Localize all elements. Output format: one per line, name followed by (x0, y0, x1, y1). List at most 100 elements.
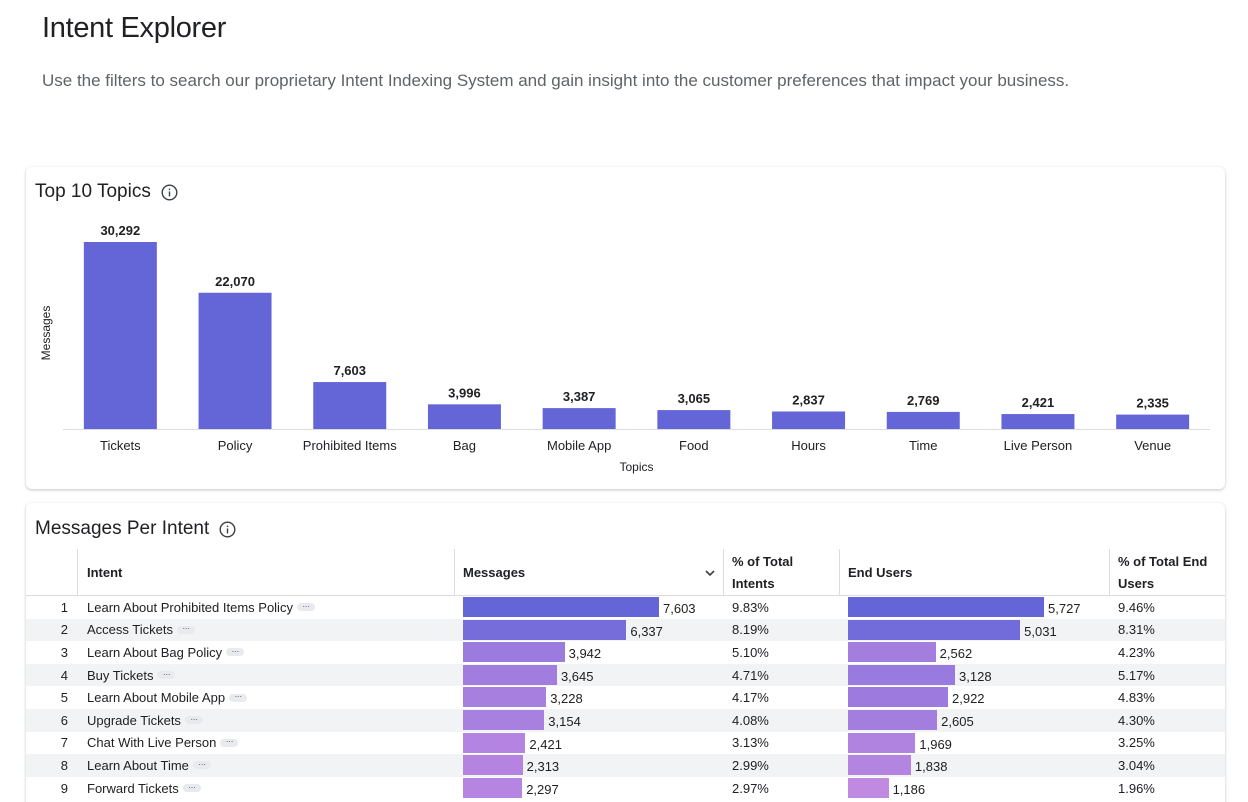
column-divider (723, 549, 724, 596)
x-tick-label: Hours (791, 438, 826, 453)
bar-value-label: 3,387 (563, 389, 596, 404)
messages-value: 2,297 (526, 781, 559, 797)
intent-name: Chat With Live Person (87, 735, 217, 751)
more-options-icon[interactable]: ··· (157, 669, 176, 680)
end-users-bar (848, 664, 956, 685)
pct-total-end-users: 8.31% (1118, 622, 1155, 638)
x-tick-label: Mobile App (547, 438, 611, 453)
intent-cell[interactable]: Upgrade Tickets ··· (87, 709, 203, 732)
messages-bar (463, 777, 523, 798)
intent-cell[interactable]: Learn About Mobile App ··· (87, 686, 248, 709)
column-header-pct-total-end-users[interactable]: % of Total End Users (1118, 549, 1225, 596)
pct-total-end-users: 4.83% (1118, 690, 1155, 706)
bar-value-label: 2,837 (792, 392, 825, 407)
table-row[interactable]: 1 Learn About Prohibited Items Policy ··· 7… (26, 596, 1225, 619)
info-icon[interactable] (161, 183, 178, 201)
end-users-value: 1,838 (914, 759, 948, 775)
bar-1 (198, 292, 272, 429)
more-options-icon[interactable]: ··· (226, 646, 245, 657)
end-users-bar (848, 777, 889, 798)
top-topics-title-text: Top 10 Topics (35, 181, 151, 202)
bar-value-label: 3,996 (448, 385, 481, 400)
table-row[interactable]: 2 Access Tickets ··· 6,337 8.19% 5,031 8.31% (26, 618, 1225, 642)
intent-name: Buy Tickets (87, 667, 154, 683)
intent-cell[interactable]: Learn About Time ··· (87, 754, 211, 777)
intent-cell[interactable]: Learn About Bag Policy ··· (87, 641, 245, 664)
table-header: Intent Messages % of Total Intents End U… (26, 549, 1225, 596)
x-tick-label: Bag (453, 438, 476, 453)
more-options-icon[interactable]: ··· (229, 692, 248, 702)
intent-cell[interactable]: Forward Tickets ··· (87, 777, 201, 800)
page-title: Intent Explorer (42, 12, 227, 44)
more-options-icon[interactable]: ··· (192, 759, 211, 770)
more-options-icon[interactable]: ··· (296, 601, 315, 612)
bar-6 (772, 411, 846, 429)
end-users-bar (848, 687, 948, 708)
pct-total-end-users: 3.04% (1118, 757, 1155, 773)
more-options-icon[interactable]: ··· (176, 624, 195, 634)
pct-total-intents: 4.71% (732, 667, 769, 683)
column-header-end-users[interactable]: End Users (848, 565, 913, 580)
top-topics-title: Top 10 Topics (35, 181, 178, 203)
end-users-value: 2,562 (939, 646, 973, 662)
column-divider (454, 549, 455, 596)
bar-9 (1116, 414, 1190, 429)
bar-3 (427, 404, 501, 429)
column-header-messages[interactable]: Messages (463, 565, 526, 580)
x-tick-label: Venue (1134, 438, 1171, 453)
pct-total-end-users: 3.25% (1118, 735, 1155, 751)
intent-cell[interactable]: Chat With Live Person ··· (87, 732, 239, 755)
top-topics-card: Top 10 Topics 30,292 Tickets 22,070 Policy 7… (26, 167, 1225, 489)
bar-value-label: 22,070 (215, 274, 255, 289)
table-row[interactable]: 9 Forward Tickets ··· 2,297 2.97% 1,186 1.96% (26, 777, 1225, 800)
end-users-bar (848, 619, 1021, 640)
x-tick-label: Tickets (100, 438, 141, 453)
intent-name: Learn About Prohibited Items Policy (87, 599, 293, 615)
row-number: 5 (60, 690, 68, 706)
end-users-value: 2,922 (952, 691, 985, 707)
more-options-icon[interactable]: ··· (184, 714, 203, 725)
bar-2 (313, 382, 387, 429)
pct-total-intents: 2.99% (732, 757, 769, 773)
table-row[interactable]: 4 Buy Tickets ··· 3,645 4.71% 3,128 5.17% (26, 663, 1225, 687)
bar-value-label: 3,065 (678, 391, 711, 406)
pct-total-end-users: 4.30% (1118, 712, 1155, 728)
messages-bar (463, 597, 659, 617)
info-icon[interactable] (219, 520, 236, 538)
intent-name: Access Tickets (87, 622, 173, 638)
end-users-bar (848, 642, 936, 663)
table-body: 1 Learn About Prohibited Items Policy ··· 7… (26, 596, 1225, 799)
column-header-intent[interactable]: Intent (87, 565, 123, 580)
intent-cell[interactable]: Learn About Prohibited Items Policy ··· (87, 596, 315, 619)
pct-total-intents: 8.19% (732, 622, 769, 638)
messages-bar (463, 687, 547, 708)
page-subtitle: Use the filters to search our proprietar… (42, 71, 1070, 90)
table-row[interactable]: 3 Learn About Bag Policy ··· 3,942 5.10% 2,56… (26, 641, 1225, 664)
table-row[interactable]: 7 Chat With Live Person ··· 2,421 3.13% 1,969… (26, 732, 1225, 755)
table-row[interactable]: 6 Upgrade Tickets ··· 3,154 4.08% 2,605 4.30% (26, 708, 1225, 732)
more-options-icon[interactable]: ··· (220, 737, 239, 747)
intents-table: Intent Messages % of Total Intents End U… (26, 549, 1225, 799)
bar-4 (542, 408, 616, 429)
messages-per-intent-title: Messages Per Intent (35, 518, 236, 540)
column-header-pct-total-line1: % of Total (732, 553, 794, 569)
end-users-value: 2,605 (941, 713, 974, 729)
end-users-bar (848, 709, 938, 730)
messages-value: 3,942 (568, 646, 602, 662)
intent-cell[interactable]: Access Tickets ··· (87, 619, 195, 642)
table-row[interactable]: 8 Learn About Time ··· 2,313 2.99% 1,838 3.04% (26, 754, 1225, 777)
row-number: 9 (60, 780, 68, 796)
messages-value: 7,603 (663, 601, 696, 616)
bar-7 (886, 411, 960, 429)
table-row[interactable]: 5 Learn About Mobile App ··· 3,228 4.17% 2,92… (26, 686, 1225, 709)
intent-cell[interactable]: Buy Tickets ··· (87, 664, 176, 687)
chevron-down-icon[interactable] (703, 566, 717, 580)
end-users-value: 5,031 (1024, 623, 1057, 639)
end-users-value: 3,128 (959, 668, 992, 684)
pct-total-intents: 3.13% (732, 735, 769, 751)
topics-bar-chart: 30,292 Tickets 22,070 Policy 7,603 Prohibited… (39, 223, 1210, 474)
more-options-icon[interactable]: ··· (182, 782, 201, 793)
messages-bar (463, 709, 545, 730)
intent-name: Learn About Mobile App (87, 690, 226, 706)
column-header-pct-total-intents[interactable]: % of Total Intents (732, 549, 842, 596)
